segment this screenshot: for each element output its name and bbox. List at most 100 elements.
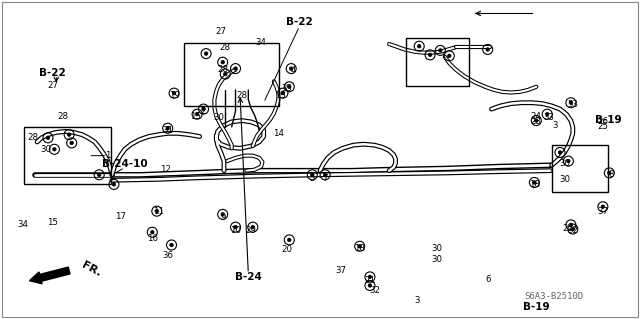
Circle shape <box>534 119 538 122</box>
Text: 13: 13 <box>275 91 286 100</box>
Circle shape <box>70 141 74 145</box>
Circle shape <box>569 223 573 226</box>
Text: 1: 1 <box>105 151 110 160</box>
Text: 28: 28 <box>28 133 39 142</box>
Text: 17: 17 <box>115 212 126 221</box>
Circle shape <box>234 67 237 70</box>
Bar <box>406 38 469 86</box>
Circle shape <box>204 52 208 55</box>
Circle shape <box>166 127 170 130</box>
Text: 30: 30 <box>431 244 442 253</box>
Circle shape <box>310 173 314 176</box>
Circle shape <box>195 113 199 116</box>
Text: 32: 32 <box>567 226 579 235</box>
Text: 3: 3 <box>553 121 558 130</box>
Text: 37: 37 <box>597 207 609 216</box>
Text: B-24: B-24 <box>235 272 262 282</box>
Text: 20: 20 <box>281 245 292 254</box>
Bar <box>552 145 608 192</box>
Text: 30: 30 <box>559 159 570 168</box>
Circle shape <box>417 45 421 48</box>
Circle shape <box>202 108 205 111</box>
Text: 5: 5 <box>310 174 315 182</box>
Text: B-24-10: B-24-10 <box>102 159 148 169</box>
Circle shape <box>223 72 227 76</box>
Text: 22: 22 <box>563 224 574 233</box>
Circle shape <box>281 92 285 95</box>
Text: 19: 19 <box>169 91 179 100</box>
Text: 28: 28 <box>57 112 68 121</box>
Circle shape <box>289 67 293 70</box>
Text: 15: 15 <box>189 112 201 121</box>
Text: 30: 30 <box>40 145 52 154</box>
Text: 29: 29 <box>246 226 256 235</box>
Text: 18: 18 <box>354 244 365 253</box>
Text: 15: 15 <box>47 218 58 227</box>
Text: S6A3-B2510D: S6A3-B2510D <box>525 292 584 300</box>
Text: 27: 27 <box>215 27 227 36</box>
Text: B-19: B-19 <box>595 115 622 125</box>
Text: 30: 30 <box>213 113 225 122</box>
Text: 33: 33 <box>543 113 555 122</box>
Text: 7: 7 <box>323 174 328 182</box>
FancyArrow shape <box>29 267 70 284</box>
Circle shape <box>287 238 291 241</box>
Circle shape <box>287 85 291 88</box>
Text: 6: 6 <box>485 275 490 284</box>
Circle shape <box>566 160 570 163</box>
Text: 30: 30 <box>559 175 570 184</box>
Text: 14: 14 <box>273 129 284 138</box>
Circle shape <box>323 173 327 176</box>
Circle shape <box>447 54 451 57</box>
Text: FR.: FR. <box>80 260 103 279</box>
Circle shape <box>170 243 173 247</box>
Circle shape <box>607 171 611 174</box>
Text: 8: 8 <box>609 170 614 179</box>
Circle shape <box>97 173 101 176</box>
Circle shape <box>569 101 573 104</box>
Text: 23: 23 <box>531 117 542 126</box>
Text: 25: 25 <box>597 122 609 131</box>
Text: 9: 9 <box>220 213 225 222</box>
Text: 12: 12 <box>159 165 171 174</box>
Circle shape <box>67 133 71 136</box>
Circle shape <box>221 61 225 64</box>
Text: 24: 24 <box>531 112 542 121</box>
Text: 33: 33 <box>567 100 579 109</box>
Text: 28: 28 <box>236 91 248 100</box>
Text: 18: 18 <box>529 180 540 189</box>
Text: B-19: B-19 <box>523 302 550 312</box>
Circle shape <box>155 210 159 213</box>
Text: 2: 2 <box>201 107 206 115</box>
Circle shape <box>221 213 225 216</box>
Text: 30: 30 <box>431 255 442 263</box>
Text: 34: 34 <box>255 38 267 47</box>
Circle shape <box>428 53 432 56</box>
Text: 36: 36 <box>162 251 173 260</box>
Text: 3: 3 <box>415 296 420 305</box>
Text: 27: 27 <box>47 81 58 90</box>
Circle shape <box>438 49 442 52</box>
Text: 11: 11 <box>153 207 164 216</box>
Text: 28: 28 <box>217 65 228 74</box>
Circle shape <box>251 226 255 229</box>
Text: 10: 10 <box>230 226 241 235</box>
Circle shape <box>368 275 372 278</box>
Circle shape <box>150 231 154 234</box>
Text: B-22: B-22 <box>286 17 313 27</box>
Circle shape <box>601 205 605 208</box>
Circle shape <box>172 92 176 95</box>
Circle shape <box>368 284 372 287</box>
Circle shape <box>545 113 549 116</box>
Text: 28: 28 <box>220 43 231 52</box>
Text: 37: 37 <box>335 266 346 275</box>
Circle shape <box>234 226 237 229</box>
Circle shape <box>558 151 562 154</box>
Text: 4: 4 <box>291 66 296 75</box>
Circle shape <box>486 48 490 51</box>
Circle shape <box>112 183 116 186</box>
Circle shape <box>46 136 50 139</box>
Circle shape <box>532 181 536 184</box>
Text: 26: 26 <box>597 117 609 126</box>
Text: B-22: B-22 <box>39 68 66 78</box>
